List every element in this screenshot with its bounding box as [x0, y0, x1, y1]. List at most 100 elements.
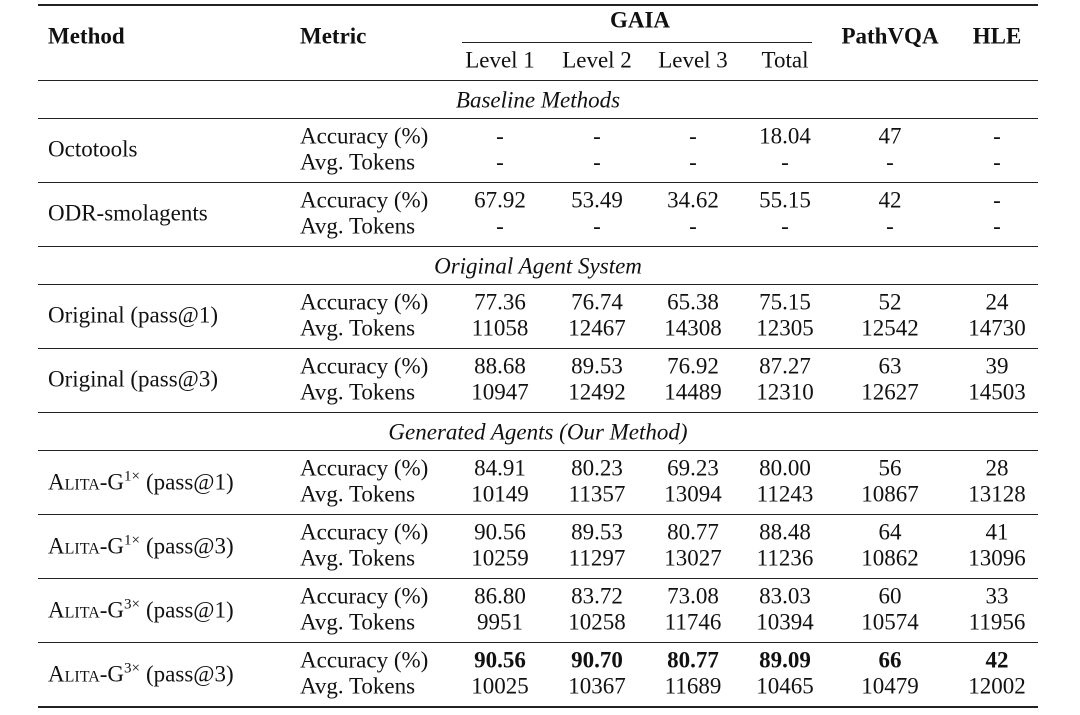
cell: 13128: [968, 481, 1026, 507]
metric: Avg. Tokens: [300, 545, 416, 571]
cell: 10465: [756, 673, 814, 699]
cell: 10258: [568, 609, 626, 635]
cell: 12492: [568, 379, 626, 405]
cell: 12002: [968, 673, 1026, 699]
cell: 60: [878, 583, 902, 609]
method-name: Alita-G1× (pass@3): [48, 532, 234, 559]
cell: -: [689, 123, 697, 149]
metric: Accuracy (%): [300, 123, 429, 149]
cell: 80.00: [759, 455, 811, 481]
metric: Accuracy (%): [300, 289, 429, 315]
cell: 34.62: [667, 187, 719, 213]
cell: 90.56: [474, 647, 526, 673]
method-suffix: (pass@3): [146, 661, 234, 687]
rule: [38, 450, 1038, 451]
metric: Accuracy (%): [300, 519, 429, 545]
cell: 65.38: [667, 289, 719, 315]
cell: 80.23: [571, 455, 623, 481]
cell: 10259: [471, 545, 529, 571]
cell: 12310: [756, 379, 814, 405]
cell: 64: [878, 519, 902, 545]
cell: 14503: [968, 379, 1026, 405]
rule: [38, 706, 1038, 708]
metric: Accuracy (%): [300, 455, 429, 481]
cell: 13094: [664, 481, 722, 507]
cell: 69.23: [667, 455, 719, 481]
header-pathvqa: PathVQA: [841, 23, 939, 49]
cell: 80.77: [667, 647, 719, 673]
cell: -: [886, 213, 894, 239]
section-title: Baseline Methods: [455, 87, 621, 113]
cell: 12305: [756, 315, 814, 341]
header-method: Method: [48, 23, 125, 49]
cell: 39: [985, 353, 1009, 379]
cell: 88.48: [759, 519, 811, 545]
cell: 10025: [471, 673, 529, 699]
cell: -: [496, 149, 504, 175]
cell: 11243: [756, 481, 814, 507]
metric: Avg. Tokens: [300, 481, 416, 507]
cell: 11297: [568, 545, 626, 571]
rule: [38, 182, 1038, 183]
method-suffix: (pass@3): [146, 533, 234, 559]
cell: 14308: [664, 315, 722, 341]
cell: 10367: [568, 673, 626, 699]
section-title: Original Agent System: [434, 253, 642, 279]
gaia-rule: [462, 42, 812, 43]
cell: -: [496, 213, 504, 239]
cell: 53.49: [571, 187, 623, 213]
method-name: Alita-G3× (pass@3): [48, 661, 234, 687]
method-base: Alita-G: [48, 533, 125, 559]
header-level: Level 2: [562, 47, 632, 73]
cell: -: [993, 187, 1001, 213]
cell: -: [593, 149, 601, 175]
header-rule: [38, 80, 1038, 81]
metric: Avg. Tokens: [300, 149, 416, 175]
cell: 18.04: [759, 123, 811, 149]
cell: 11689: [664, 673, 722, 699]
cell: 89.53: [571, 519, 623, 545]
cell: 10862: [861, 545, 919, 571]
method-suffix: (pass@1): [146, 597, 234, 623]
cell: 33: [985, 583, 1009, 609]
cell: 87.27: [759, 353, 811, 379]
cell: 42: [878, 187, 902, 213]
rule: [38, 514, 1038, 515]
rule: [38, 642, 1038, 643]
method-base: Alita-G: [48, 469, 125, 495]
metric: Accuracy (%): [300, 583, 429, 609]
header-metric: Metric: [300, 23, 367, 49]
cell: 90.70: [571, 647, 623, 673]
cell: 12467: [568, 315, 626, 341]
method-base: Alita-G: [48, 661, 125, 687]
cell: 88.68: [474, 353, 526, 379]
method-suffix: (pass@1): [146, 469, 234, 495]
method-name: Alita-G1× (pass@1): [48, 469, 234, 495]
cell: -: [993, 213, 1001, 239]
cell: 84.91: [474, 455, 526, 481]
metric: Avg. Tokens: [300, 379, 416, 405]
cell: 66: [878, 647, 902, 673]
cell: 83.72: [571, 583, 623, 609]
cell: 67.92: [474, 187, 526, 213]
cell: 89.53: [571, 353, 623, 379]
cell: 52: [878, 289, 902, 315]
cell: 76.74: [571, 289, 623, 315]
rule: [38, 412, 1038, 413]
metric: Avg. Tokens: [300, 673, 416, 699]
rule: [38, 284, 1038, 285]
cell: 77.36: [474, 289, 526, 315]
method-name: Original (pass@1): [48, 302, 219, 328]
cell: 63: [878, 353, 902, 379]
cell: 10574: [861, 609, 919, 635]
cell: 75.15: [759, 289, 811, 315]
cell: 14489: [664, 379, 722, 405]
cell: 56: [878, 455, 902, 481]
method-sup: 1×: [124, 532, 140, 549]
top-rule: [38, 4, 1038, 6]
cell: 13096: [968, 545, 1026, 571]
cell: 80.77: [667, 519, 719, 545]
cell: 90.56: [474, 519, 526, 545]
method-name: Alita-G3× (pass@1): [48, 597, 234, 623]
